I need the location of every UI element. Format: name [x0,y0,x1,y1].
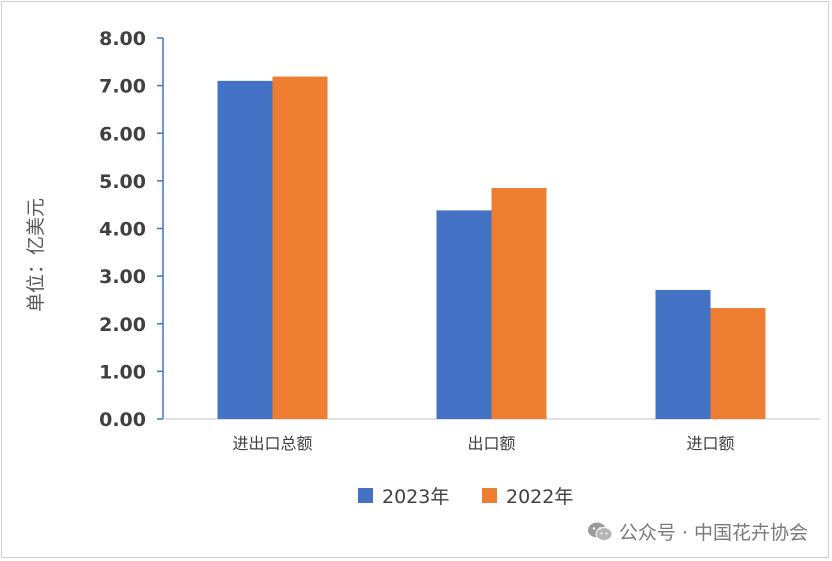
bar [272,76,328,420]
y-tick-label: 7.00 [99,76,146,98]
watermark: 公众号 · 中国花卉协会 [587,518,808,545]
bar [655,289,711,419]
legend-swatch [482,488,497,503]
watermark-text: 公众号 · 中国花卉协会 [618,522,808,544]
legend-label: 2023年 [382,486,449,508]
legend-label: 2022年 [506,486,573,508]
x-tick-label: 出口额 [467,434,515,453]
y-tick-label: 8.00 [99,28,146,50]
y-tick-label: 3.00 [99,266,146,288]
y-tick-label: 4.00 [99,219,146,241]
y-tick-label: 0.00 [99,409,146,431]
y-tick-label: 6.00 [99,123,146,145]
y-tick-label: 5.00 [99,171,146,193]
wechat-icon [587,522,613,541]
bar [710,308,766,419]
bar [217,80,273,420]
y-tick-label: 1.00 [99,361,146,383]
y-tick-label: 2.00 [99,314,146,336]
x-tick-label: 进出口总额 [232,434,312,453]
x-tick-label: 进口额 [686,434,734,453]
y-axis-label: 单位：亿美元 [25,198,47,312]
bar [491,188,547,419]
legend-swatch [358,488,373,503]
bar [436,210,492,419]
